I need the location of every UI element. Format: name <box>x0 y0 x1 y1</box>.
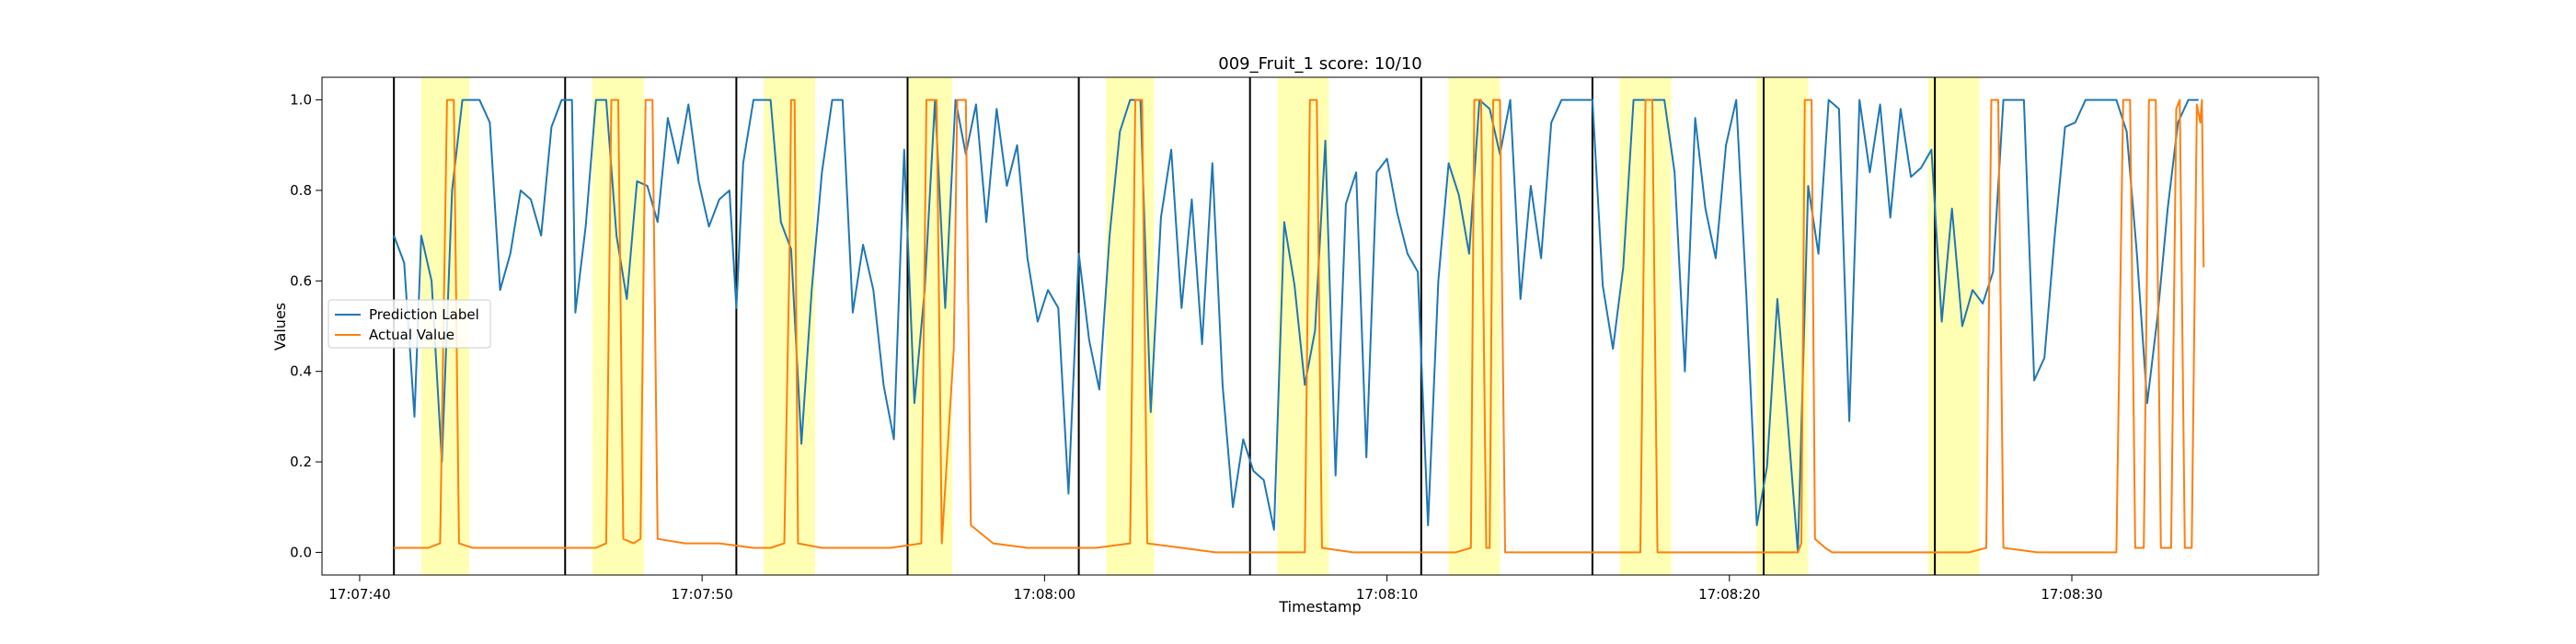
highlight-span <box>764 77 815 575</box>
x-axis-label: Timestamp <box>1278 598 1361 615</box>
plot-frame <box>321 76 2319 576</box>
highlight-span <box>1927 77 1980 575</box>
x-tick-label: 17:08:10 <box>1356 586 1418 603</box>
y-tick-label: 0.4 <box>290 363 312 380</box>
series-lines <box>393 98 2205 554</box>
x-tick-label: 17:08:00 <box>1014 586 1075 603</box>
y-tick-label: 0.0 <box>290 544 312 560</box>
legend: Prediction Label Actual Value <box>328 299 491 349</box>
x-tick-label: 17:07:50 <box>671 586 732 603</box>
highlight-span <box>907 77 952 575</box>
x-tick-label: 17:08:30 <box>2041 586 2102 603</box>
y-tick-label: 0.8 <box>290 182 312 199</box>
actual-value-line <box>394 98 2205 554</box>
chart-title: 009_Fruit_1 score: 10/10 <box>1218 54 1421 74</box>
x-tick-label: 17:08:20 <box>1698 586 1760 603</box>
y-axis-ticks: 0.0 0.2 0.4 0.6 0.8 1.0 <box>290 92 322 560</box>
legend-label-actual: Actual Value <box>369 327 454 343</box>
y-tick-label: 1.0 <box>290 92 312 109</box>
x-tick-label: 17:07:40 <box>328 586 390 603</box>
prediction-label-line <box>393 98 2199 554</box>
y-tick-label: 0.6 <box>290 272 312 289</box>
legend-label-prediction: Prediction Label <box>369 306 479 323</box>
y-axis-label: Values <box>271 303 289 351</box>
y-tick-label: 0.2 <box>290 454 312 470</box>
x-axis-ticks: 17:07:40 17:07:50 17:08:00 17:08:10 17:08:20… <box>328 575 2103 603</box>
legend-box <box>328 299 491 349</box>
